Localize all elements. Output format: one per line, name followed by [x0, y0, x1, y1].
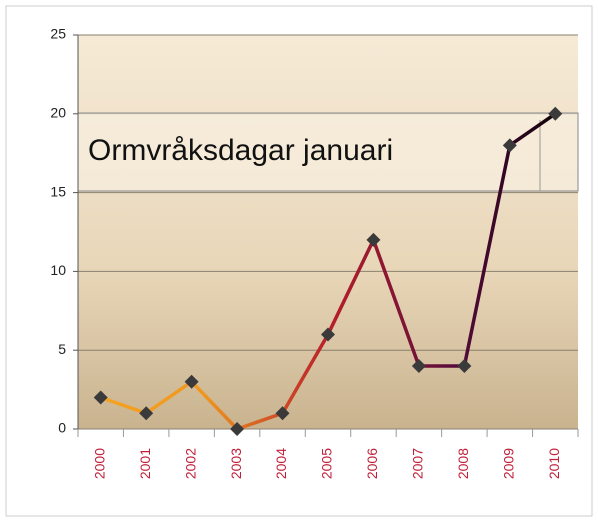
marker	[275, 406, 290, 421]
x-tick-label: 2009	[501, 448, 517, 479]
marker	[230, 422, 245, 436]
x-tick-label: 2010	[546, 448, 562, 479]
x-tick-label: 2008	[455, 448, 471, 479]
x-tick-label: 2000	[91, 448, 107, 479]
y-tick-label: 10	[50, 262, 66, 278]
marker	[139, 406, 154, 421]
plot-area	[78, 35, 578, 429]
marker	[321, 327, 335, 342]
x-tick-label: 2003	[228, 448, 244, 479]
y-tick-label: 25	[50, 26, 66, 42]
x-tick-label: 2005	[319, 448, 335, 479]
marker	[548, 106, 563, 121]
marker	[502, 138, 517, 153]
marker	[366, 232, 381, 247]
y-tick-label: 5	[58, 341, 66, 357]
x-tick-label: 2001	[137, 448, 153, 479]
marker	[457, 358, 472, 373]
y-tick-label: 15	[50, 183, 66, 199]
x-tick-label: 2004	[273, 448, 289, 479]
x-tick-label: 2002	[182, 448, 198, 479]
y-tick-label: 0	[58, 420, 66, 436]
marker	[411, 358, 426, 373]
marker	[184, 374, 199, 389]
title-box	[77, 112, 579, 192]
x-tick-label: 2006	[364, 448, 380, 479]
y-tick-label: 20	[50, 105, 66, 121]
chart-title: Ormvråksdagar januari	[88, 134, 393, 167]
x-tick-label: 2007	[410, 448, 426, 479]
marker	[93, 390, 108, 405]
